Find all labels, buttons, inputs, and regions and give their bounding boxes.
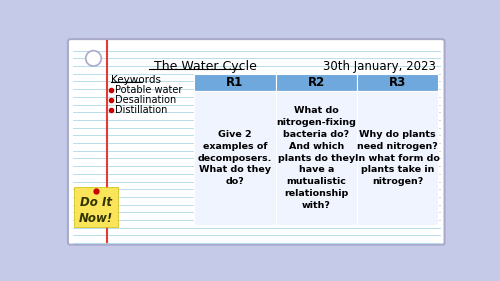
FancyBboxPatch shape xyxy=(276,91,357,225)
Text: Give 2
examples of
decomposers.
What do they
do?: Give 2 examples of decomposers. What do … xyxy=(198,130,272,186)
FancyBboxPatch shape xyxy=(74,187,118,227)
Text: R1: R1 xyxy=(226,76,244,89)
FancyBboxPatch shape xyxy=(68,39,444,245)
Text: Distillation: Distillation xyxy=(115,105,168,115)
Text: Potable water: Potable water xyxy=(115,85,182,95)
Text: R2: R2 xyxy=(308,76,325,89)
FancyBboxPatch shape xyxy=(194,74,276,91)
Text: The Water Cycle: The Water Cycle xyxy=(154,60,257,72)
FancyBboxPatch shape xyxy=(276,74,357,91)
Text: Why do plants
need nitrogen?
In what form do
plants take in
nitrogen?: Why do plants need nitrogen? In what for… xyxy=(355,130,440,186)
FancyBboxPatch shape xyxy=(194,91,276,225)
Text: R3: R3 xyxy=(389,76,406,89)
Text: Do It
Now!: Do It Now! xyxy=(79,196,114,225)
Circle shape xyxy=(86,51,101,66)
Text: Keywords: Keywords xyxy=(112,75,162,85)
Text: 30th January, 2023: 30th January, 2023 xyxy=(323,60,436,72)
FancyBboxPatch shape xyxy=(357,74,438,91)
FancyBboxPatch shape xyxy=(357,91,438,225)
Text: What do
nitrogen-fixing
bacteria do?
And which
plants do they
have a
mutualistic: What do nitrogen-fixing bacteria do? And… xyxy=(276,106,356,210)
Text: Desalination: Desalination xyxy=(115,95,176,105)
